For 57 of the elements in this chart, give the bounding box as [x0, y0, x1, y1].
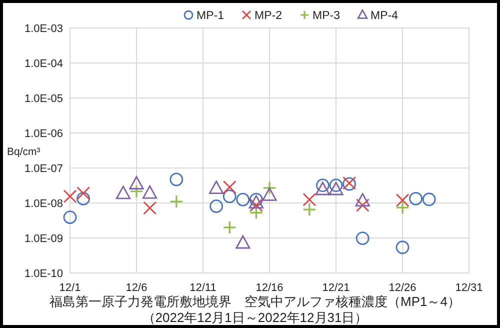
- point: [396, 194, 410, 207]
- y-tick-label: 1.0E-04: [24, 58, 63, 70]
- point: [209, 180, 224, 194]
- point: [409, 192, 422, 206]
- point: [396, 200, 410, 214]
- point: [210, 200, 223, 213]
- text: 福島第一原子力発電所敷地境界 空気中アルファ核種濃度（MP1～4）: [50, 294, 460, 309]
- y-tick-label: 1.0E-03: [24, 23, 63, 35]
- point: [130, 184, 144, 198]
- point: [142, 185, 158, 199]
- point: [248, 195, 264, 208]
- y-tick-label: 1.0E-08: [24, 198, 63, 210]
- x-tick-label: 12/6: [126, 282, 148, 294]
- point: [129, 176, 144, 190]
- point: [302, 202, 316, 216]
- point: [329, 178, 343, 192]
- point: [396, 240, 410, 254]
- point: [222, 220, 236, 234]
- point: [249, 206, 263, 220]
- point: [422, 192, 436, 206]
- y-axis-title: Bq/cm³: [7, 146, 41, 158]
- y-tick-label: 1.0E-09: [24, 233, 63, 245]
- point: [170, 194, 184, 208]
- point: [236, 192, 250, 206]
- x-tick-label: 12/1: [59, 282, 81, 294]
- point: [302, 192, 316, 206]
- point: [170, 172, 184, 186]
- point: [262, 181, 276, 195]
- point: [222, 190, 236, 204]
- y-tick-label: 1.0E-07: [24, 163, 63, 175]
- point: [356, 232, 370, 246]
- y-tick-label: 1.0E-10: [24, 268, 63, 280]
- x-tick-label: 12/31: [455, 282, 483, 294]
- point: [262, 187, 277, 201]
- x-tick-label: 12/11: [190, 282, 216, 294]
- point: [63, 210, 77, 224]
- point: [328, 182, 344, 196]
- point: [76, 192, 90, 206]
- point: [236, 235, 250, 249]
- legend-label: MP-2: [254, 10, 282, 22]
- point: [116, 186, 130, 200]
- point: [355, 193, 370, 207]
- point: [250, 198, 263, 212]
- x-tick-label: 12/16: [256, 282, 284, 294]
- point: [315, 182, 330, 196]
- point: [356, 198, 370, 212]
- y-tick-label: 1.0E-06: [24, 128, 63, 140]
- point: [222, 180, 236, 194]
- legend-label: MP-4: [370, 10, 399, 22]
- y-tick-label: 1.0E-05: [24, 93, 63, 105]
- text: （2022年12月1日～2022年12月31日）: [142, 310, 368, 325]
- x-tick-label: 12/21: [322, 282, 350, 294]
- point: [316, 178, 330, 192]
- x-tick-label: 12/26: [388, 282, 416, 294]
- legend-label: MP-3: [312, 10, 340, 22]
- point: [143, 201, 156, 215]
- legend-label: MP-1: [196, 10, 224, 22]
